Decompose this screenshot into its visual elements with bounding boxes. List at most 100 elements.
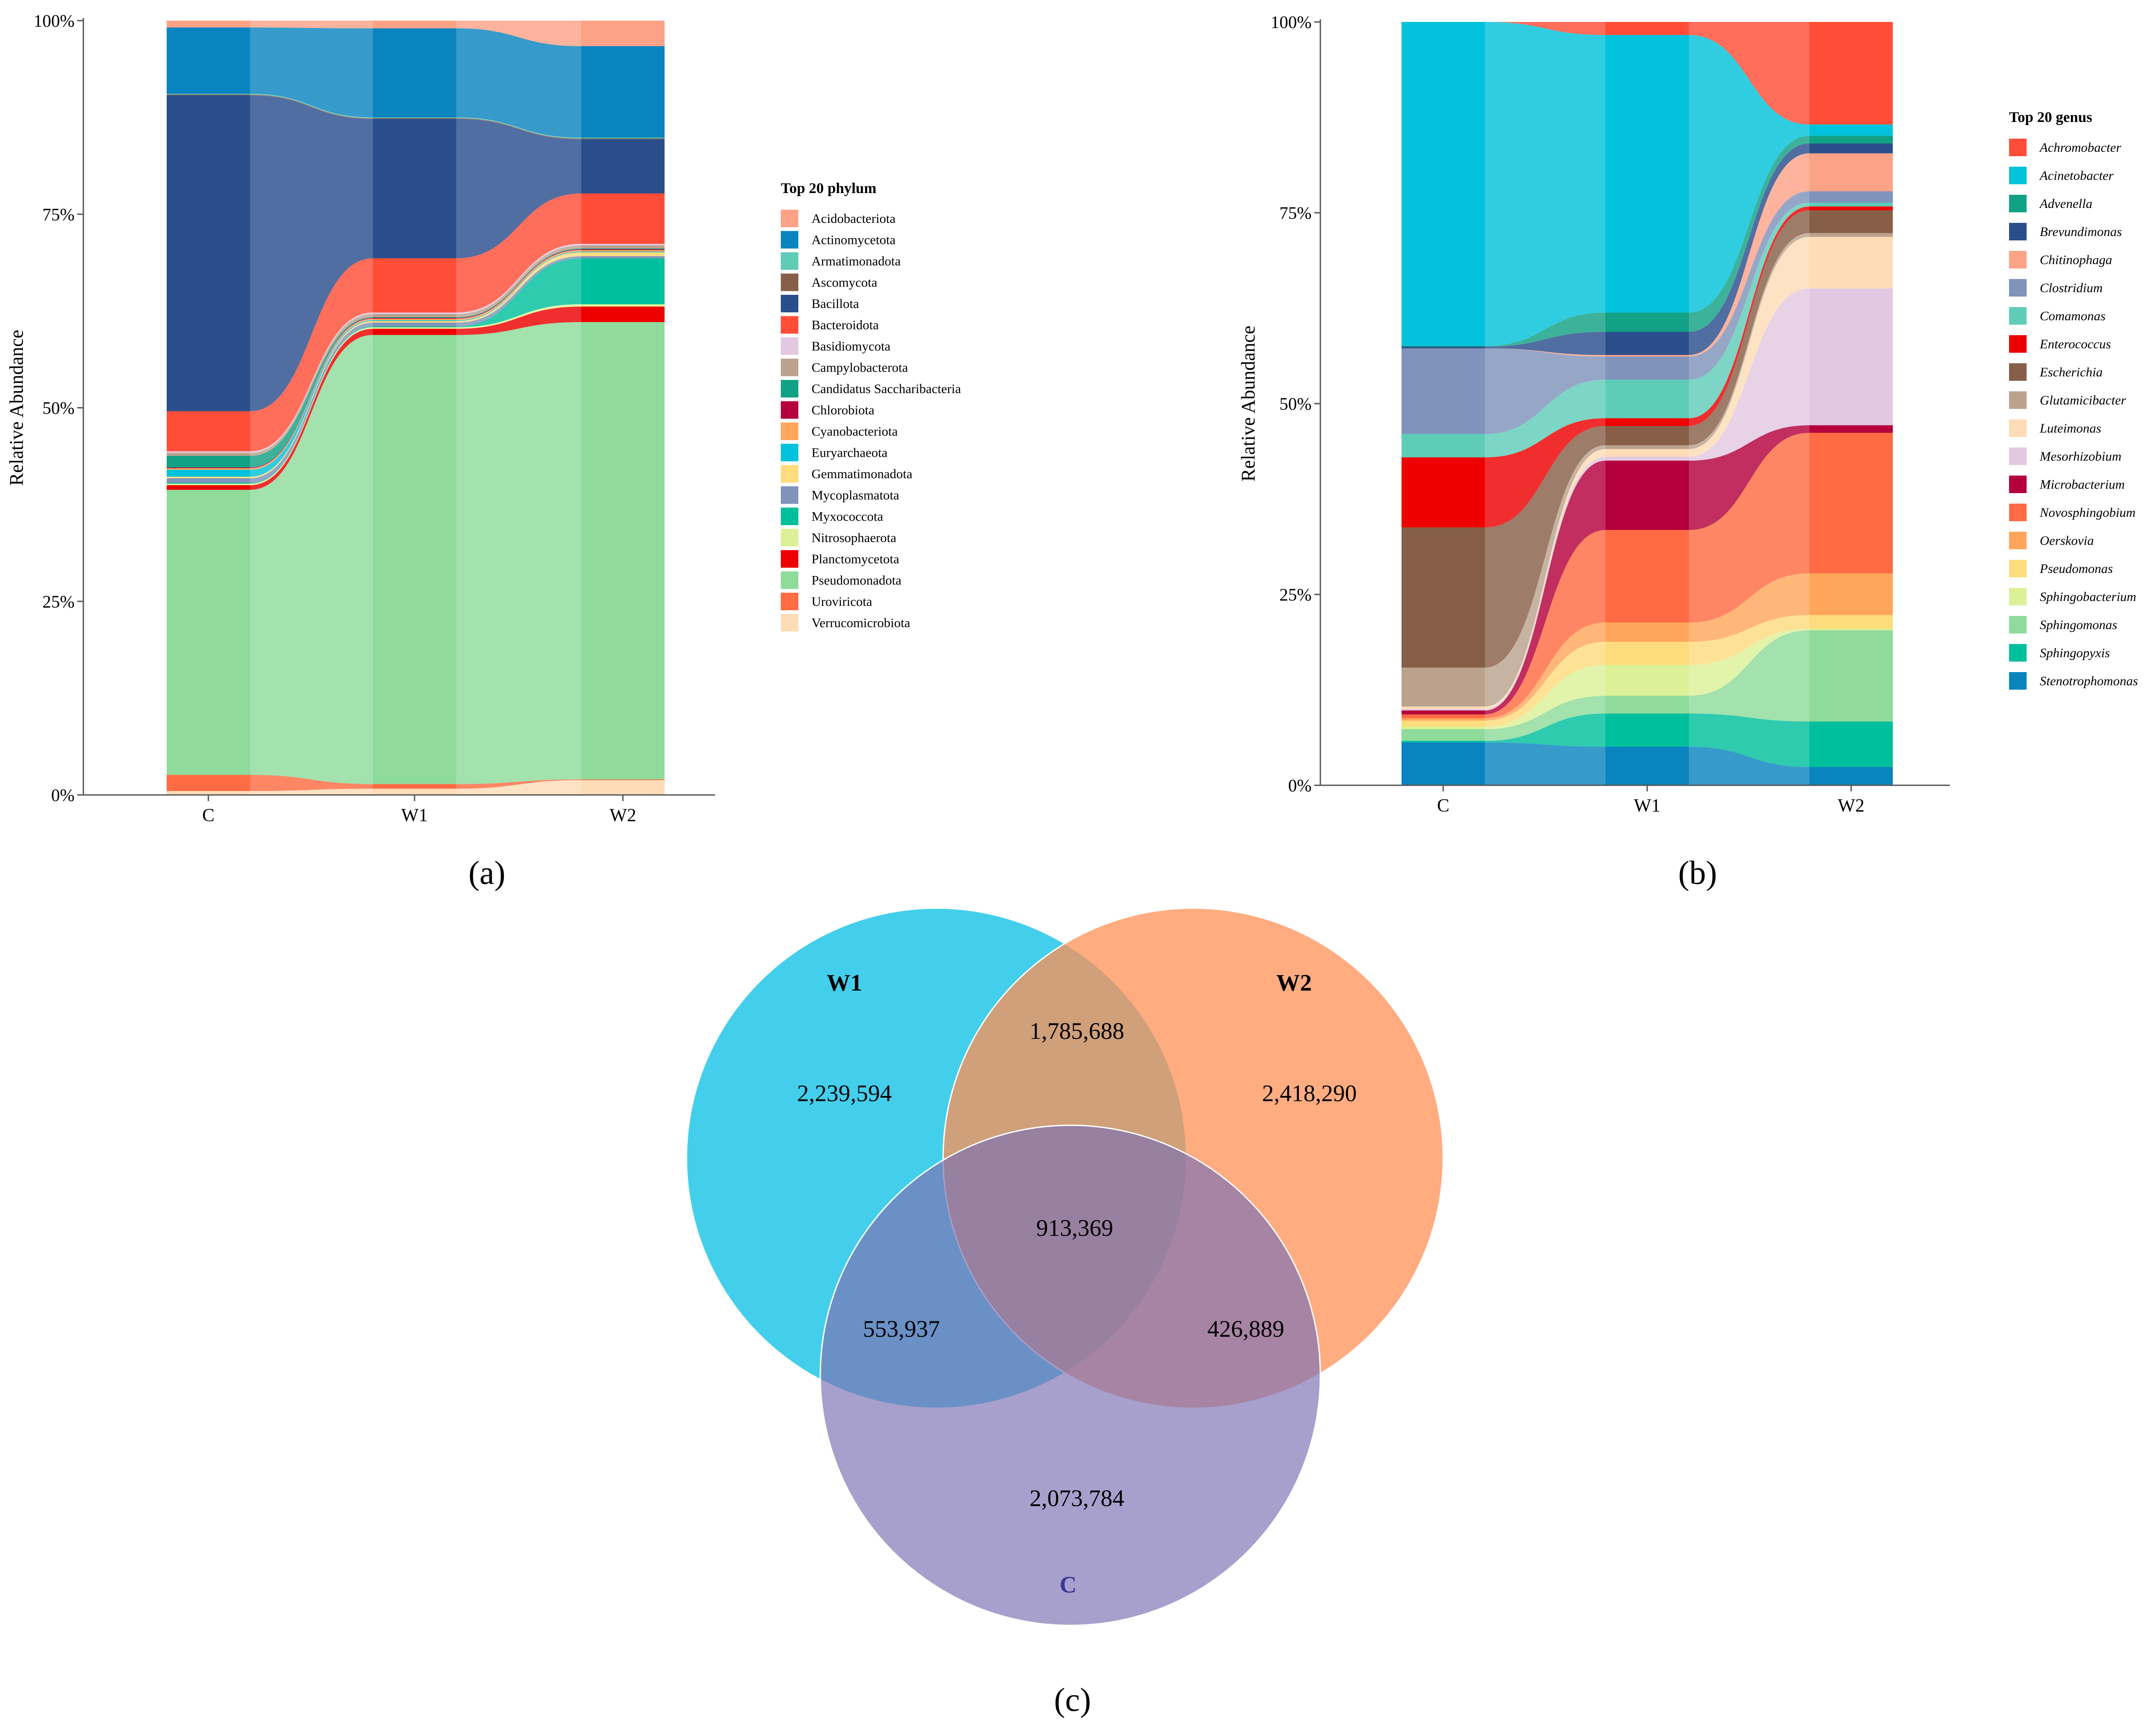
- a-bar-w1-myxococcota: [373, 326, 456, 327]
- b-legend-swatch: [2009, 588, 2027, 605]
- a-bar-w2-cyanobacteriota: [581, 250, 665, 252]
- a-bar-w2-bacteroidota: [581, 193, 665, 244]
- a-bar-w1-euryarchaeota: [373, 320, 456, 321]
- a-bar-w1-campylobacterota: [373, 314, 456, 317]
- b-bar-c-glutamicibacter: [1402, 667, 1485, 707]
- b-bar-w2-sphingopyxis: [1809, 721, 1893, 767]
- b-bar-c-microbacterium: [1402, 710, 1485, 715]
- b-legend-title: Top 20 genus: [2009, 109, 2092, 125]
- a-bar-w2-basidiomycota: [581, 243, 665, 246]
- b-legend-swatch: [2009, 419, 2027, 437]
- a-legend-swatch: [781, 593, 798, 610]
- a-y-tick-label: 50%: [43, 398, 75, 418]
- b-legend-swatch: [2009, 672, 2027, 690]
- a-bar-c-acidobacteriota: [167, 21, 250, 28]
- a-legend-swatch: [781, 231, 798, 249]
- b-legend-label: Chitinophaga: [2040, 253, 2112, 267]
- a-legend-label: Campylobacterota: [812, 361, 908, 375]
- a-legend-swatch: [781, 295, 798, 312]
- a-bar-c-planctomycetota: [167, 485, 250, 490]
- panel-a-label: (a): [468, 855, 505, 891]
- panel-b-y-axis-label: Relative Abundance: [1237, 326, 1259, 482]
- a-legend-swatch: [781, 380, 798, 397]
- a-legend-label: Mycoplasmatota: [812, 488, 899, 503]
- a-legend-swatch: [781, 401, 798, 419]
- b-bar-w1-achromobacter: [1605, 22, 1689, 35]
- a-bar-c-ascomycota: [167, 94, 250, 96]
- venn-set-label-w1: W1: [827, 970, 862, 996]
- b-bar-w2-enterococcus: [1809, 206, 1893, 211]
- b-legend-swatch: [2009, 532, 2027, 549]
- a-y-tick-label: 25%: [43, 592, 75, 612]
- b-legend-label: Acinetobacter: [2039, 168, 2114, 183]
- a-flow-bacteroidota: [167, 193, 665, 451]
- a-bar-c-euryarchaeota: [167, 469, 250, 477]
- a-legend-label: Euryarchaeota: [812, 446, 887, 460]
- a-bar-w2-actinomycetota: [581, 46, 665, 138]
- b-bar-w1-sphingomonas: [1605, 696, 1689, 714]
- a-bar-c-cyanobacteriota: [167, 468, 250, 470]
- a-legend-label: Candidatus Saccharibacteria: [812, 382, 961, 396]
- b-bar-c-pseudomonas: [1402, 720, 1485, 727]
- a-bar-c-actinomycetota: [167, 27, 250, 94]
- a-x-tick-label: W2: [610, 805, 636, 826]
- b-legend-label: Novosphingobium: [2039, 505, 2135, 520]
- b-bar-w2-brevundimonas: [1809, 143, 1893, 154]
- b-bar-w2-mesorhizobium: [1809, 288, 1893, 426]
- a-legend-swatch: [781, 571, 798, 589]
- b-legend-label: Microbacterium: [2039, 477, 2125, 492]
- b-y-tick-label: 50%: [1280, 394, 1312, 414]
- a-bar-w2-candidatus-saccharibacteria: [581, 248, 665, 250]
- a-bar-c-gemmatimonadota: [167, 476, 250, 479]
- venn-region-w1-only: 2,239,594: [797, 1080, 892, 1106]
- a-bar-w1-cyanobacteriota: [373, 319, 456, 321]
- b-legend-swatch: [2009, 644, 2027, 662]
- a-bar-w1-pseudomonadota: [373, 335, 456, 784]
- panel-c-label: (c): [1054, 1682, 1091, 1718]
- a-bar-w1-gemmatimonadota: [373, 321, 456, 323]
- a-legend-swatch: [781, 614, 798, 632]
- a-bar-w2-euryarchaeota: [581, 251, 665, 253]
- venn-set-label-c: C: [1060, 1571, 1077, 1598]
- b-legend-swatch: [2009, 391, 2027, 409]
- b-legend-swatch: [2009, 616, 2027, 633]
- b-bar-w1-escherichia: [1605, 426, 1689, 445]
- b-bar-c-novosphingobium: [1402, 714, 1485, 719]
- b-y-tick-label: 0%: [1288, 776, 1312, 795]
- b-bar-w2-glutamicibacter: [1809, 233, 1893, 237]
- b-bar-w2-sphingobacterium: [1809, 629, 1893, 630]
- panel-b-label: (b): [1678, 855, 1717, 891]
- a-bar-w1-ascomycota: [373, 118, 456, 119]
- venn-circle-c: [819, 1124, 1321, 1626]
- a-bar-c-bacillota: [167, 95, 250, 412]
- b-legend-swatch: [2009, 223, 2027, 240]
- b-legend-label: Luteimonas: [2039, 421, 2101, 436]
- b-flow-mesorhizobium: [1402, 288, 1893, 711]
- a-flow-verrucomicrobiota: [167, 780, 665, 795]
- a-bar-w2-acidobacteriota: [581, 21, 665, 47]
- a-legend-swatch: [781, 358, 798, 376]
- a-legend-label: Myxococcota: [812, 509, 883, 524]
- panel-a-y-axis-label: Relative Abundance: [6, 330, 27, 486]
- b-y-tick-label: 75%: [1280, 203, 1312, 223]
- b-legend-swatch: [2009, 279, 2027, 297]
- b-legend-swatch: [2009, 335, 2027, 353]
- a-legend-swatch: [781, 486, 798, 504]
- b-flow-chitinophaga: [1402, 153, 1893, 357]
- b-bar-w1-acinetobacter: [1605, 35, 1689, 313]
- b-legend-swatch: [2009, 307, 2027, 325]
- a-bar-w1-verrucomicrobiota: [373, 788, 456, 795]
- a-bar-c-chlorobiota: [167, 467, 250, 469]
- b-legend-swatch: [2009, 504, 2027, 521]
- b-bar-w2-escherichia: [1809, 210, 1893, 233]
- venn-region-w2-only: 2,418,290: [1262, 1080, 1357, 1106]
- a-bar-w1-planctomycetota: [373, 329, 456, 335]
- b-legend-swatch: [2009, 195, 2027, 212]
- a-flow-acidobacteriota: [167, 21, 665, 47]
- b-bar-c-oerskovia: [1402, 718, 1485, 721]
- a-bar-w1-candidatus-saccharibacteria: [373, 317, 456, 318]
- a-bar-c-candidatus-saccharibacteria: [167, 456, 250, 468]
- b-bar-c-enterococcus: [1402, 457, 1485, 528]
- b-legend-label: Sphingomonas: [2040, 618, 2117, 632]
- b-flow-oerskovia: [1402, 573, 1893, 721]
